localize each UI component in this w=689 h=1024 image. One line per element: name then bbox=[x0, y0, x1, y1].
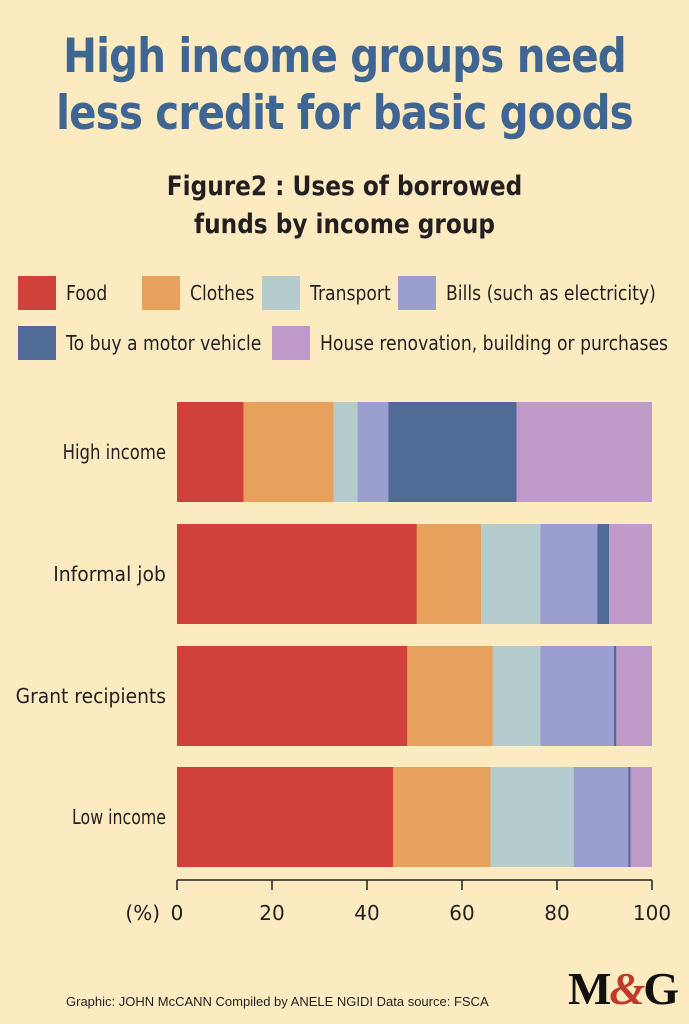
legend-swatch bbox=[18, 276, 56, 310]
legend-label: House renovation, building or purchases bbox=[320, 331, 669, 355]
legend-item-3: Bills (such as electricity) bbox=[398, 276, 689, 310]
legend-label: Food bbox=[66, 281, 108, 305]
mg-logo: M&G bbox=[568, 962, 679, 1015]
legend-item-0: Food bbox=[18, 276, 114, 310]
bar-segment bbox=[597, 524, 610, 624]
legend-label: Transport bbox=[310, 281, 391, 305]
x-tick-label: 40 bbox=[354, 901, 379, 925]
category-label: Grant recipients bbox=[16, 684, 166, 708]
bar-segment bbox=[614, 646, 617, 746]
category-label: Low income bbox=[72, 805, 166, 829]
legend-swatch bbox=[272, 326, 310, 360]
legend-item-5: House renovation, building or purchases bbox=[272, 326, 689, 360]
stacked-bar-chart: High income Informal job Grant recipients L… bbox=[16, 402, 671, 925]
legend-swatch bbox=[262, 276, 300, 310]
bar-segment bbox=[177, 524, 417, 624]
bar-segment bbox=[333, 402, 358, 502]
x-tick-label: 0 bbox=[171, 901, 184, 925]
headline-line-1: High income groups need bbox=[63, 29, 627, 84]
bar-segment bbox=[609, 524, 652, 624]
x-tick-label: 20 bbox=[259, 901, 284, 925]
bar-segment bbox=[490, 767, 574, 867]
bar-segment bbox=[516, 402, 652, 502]
bar-segment bbox=[416, 524, 481, 624]
chart-title-line-1: Figure2 : Uses of borrowed bbox=[166, 171, 523, 202]
bar-segment bbox=[407, 646, 493, 746]
bar-segment bbox=[177, 402, 244, 502]
headline-line-2: less credit for basic goods bbox=[56, 86, 634, 141]
category-label: High income bbox=[63, 440, 166, 464]
legend-item-4: To buy a motor vehicle bbox=[18, 326, 293, 360]
logo-letter-g: G bbox=[643, 963, 679, 1014]
bar-segment bbox=[540, 646, 614, 746]
logo-letter-m: M bbox=[568, 963, 611, 1014]
chart-title-line-2: funds by income group bbox=[194, 209, 495, 240]
legend-swatch bbox=[398, 276, 436, 310]
chart-legend: Food Clothes Transport Bills (such as elect… bbox=[0, 276, 689, 366]
legend-label: Bills (such as electricity) bbox=[446, 281, 656, 305]
bar-segment bbox=[177, 646, 408, 746]
bar-segment bbox=[540, 524, 598, 624]
x-tick-label: 80 bbox=[544, 901, 569, 925]
x-tick-label: 100 bbox=[633, 901, 671, 925]
legend-item-1: Clothes bbox=[142, 276, 265, 310]
bar-segment bbox=[243, 402, 334, 502]
bar-segment bbox=[573, 767, 629, 867]
bar-segment bbox=[630, 767, 652, 867]
bar-segment bbox=[492, 646, 541, 746]
legend-item-2: Transport bbox=[262, 276, 404, 310]
legend-label: Clothes bbox=[190, 281, 255, 305]
bar-segment bbox=[177, 767, 394, 867]
bar-segment bbox=[616, 646, 652, 746]
bar-segment bbox=[393, 767, 491, 867]
bar-segment bbox=[357, 402, 389, 502]
bar-segment bbox=[481, 524, 541, 624]
chart-title: Figure2 : Uses of borrowed funds by inco… bbox=[48, 168, 641, 244]
headline: High income groups need less credit for … bbox=[48, 28, 641, 142]
logo-ampersand: & bbox=[609, 963, 645, 1014]
bar-segment bbox=[388, 402, 517, 502]
x-axis-unit-label: (%) bbox=[125, 901, 160, 925]
legend-swatch bbox=[18, 326, 56, 360]
credit-line: Graphic: JOHN McCANN Compiled by ANELE N… bbox=[66, 994, 489, 1009]
bar-segment bbox=[628, 767, 631, 867]
legend-swatch bbox=[142, 276, 180, 310]
x-tick-label: 60 bbox=[449, 901, 474, 925]
category-label: Informal job bbox=[53, 562, 166, 586]
legend-label: To buy a motor vehicle bbox=[66, 331, 262, 355]
